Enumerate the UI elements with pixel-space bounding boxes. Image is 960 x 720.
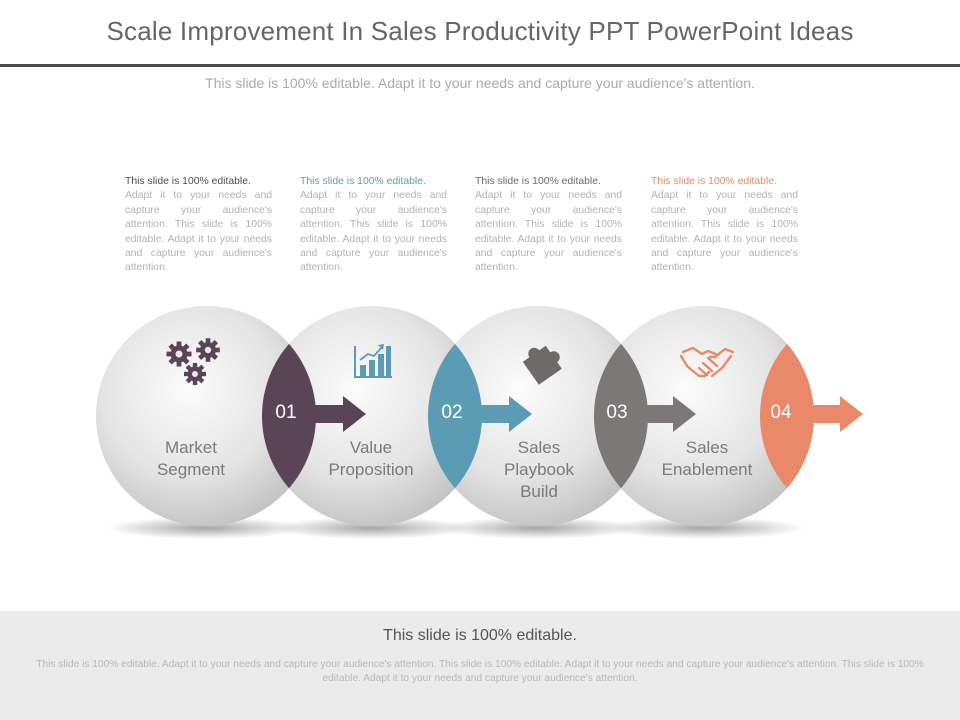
step-1-description-head: This slide is 100% editable. <box>125 176 251 187</box>
step-1-description-body: Adapt it to your needs and capture your … <box>125 190 272 274</box>
step-3-label: Sales Playbook Build <box>469 437 609 503</box>
step-1-circle <box>96 306 316 526</box>
footer-text: This slide is 100% editable. Adapt it to… <box>36 659 924 684</box>
step-3-description-body: Adapt it to your needs and capture your … <box>475 190 622 274</box>
handshake-icon <box>679 346 735 378</box>
step-1-label: Market Segment <box>121 437 261 481</box>
step-1-description: This slide is 100% editable. Adapt it to… <box>125 175 272 276</box>
circle-1-shadow <box>106 517 306 539</box>
step-4-description-head: This slide is 100% editable. <box>651 176 777 187</box>
step-3-arrow <box>644 396 696 432</box>
step-1-arrow <box>312 396 366 432</box>
step-4-description-body: Adapt it to your needs and capture your … <box>651 190 798 274</box>
footer-title: This slide is 100% editable. <box>383 627 577 644</box>
title-divider <box>0 64 960 67</box>
step-4-circle <box>594 306 814 526</box>
step-4-description: This slide is 100% editable. Adapt it to… <box>651 175 798 276</box>
step-3-circle <box>428 306 648 526</box>
slide-subtitle: This slide is 100% editable. Adapt it to… <box>205 75 755 91</box>
step-2-label-line1: Value <box>349 438 393 457</box>
step-3-label-line3: Build <box>520 482 558 501</box>
step-4-arrow <box>810 396 863 432</box>
circle-3-shadow <box>438 517 638 539</box>
step-3-label-line1: Sales <box>517 438 561 457</box>
step-1-number: 01 <box>275 402 297 423</box>
step-3-description-head: This slide is 100% editable. <box>475 176 601 187</box>
step-3-label-line2: Playbook <box>504 460 574 479</box>
step-4-label: Sales Enablement <box>637 437 777 481</box>
step-2-arrow <box>478 396 532 432</box>
circle-4-shadow <box>604 517 804 539</box>
step-2-label: Value Proposition <box>301 437 441 481</box>
puzzle-icon <box>522 345 562 385</box>
circle-2-shadow <box>272 517 472 539</box>
step-2-number: 02 <box>441 402 463 423</box>
step-2-label-line2: Proposition <box>328 460 414 479</box>
slide-title: Scale Improvement In Sales Productivity … <box>106 16 854 46</box>
bar-chart-icon <box>354 344 392 378</box>
step-1-label-line2: Segment <box>156 460 226 479</box>
step-3-number: 03 <box>606 402 628 423</box>
step-2-description: This slide is 100% editable. Adapt it to… <box>300 175 447 276</box>
step-2-circle <box>262 306 482 526</box>
step-4-number: 04 <box>770 402 792 423</box>
step-2-description-head: This slide is 100% editable. <box>300 176 426 187</box>
step-3-description: This slide is 100% editable. Adapt it to… <box>475 175 622 276</box>
gears-icon <box>166 338 220 385</box>
step-2-description-body: Adapt it to your needs and capture your … <box>300 190 447 274</box>
step-1-label-line1: Market <box>165 438 217 457</box>
step-4-label-line1: Sales <box>685 438 729 457</box>
footer-band: This slide is 100% editable. This slide … <box>0 611 960 720</box>
step-4-label-line2: Enablement <box>661 460 753 479</box>
